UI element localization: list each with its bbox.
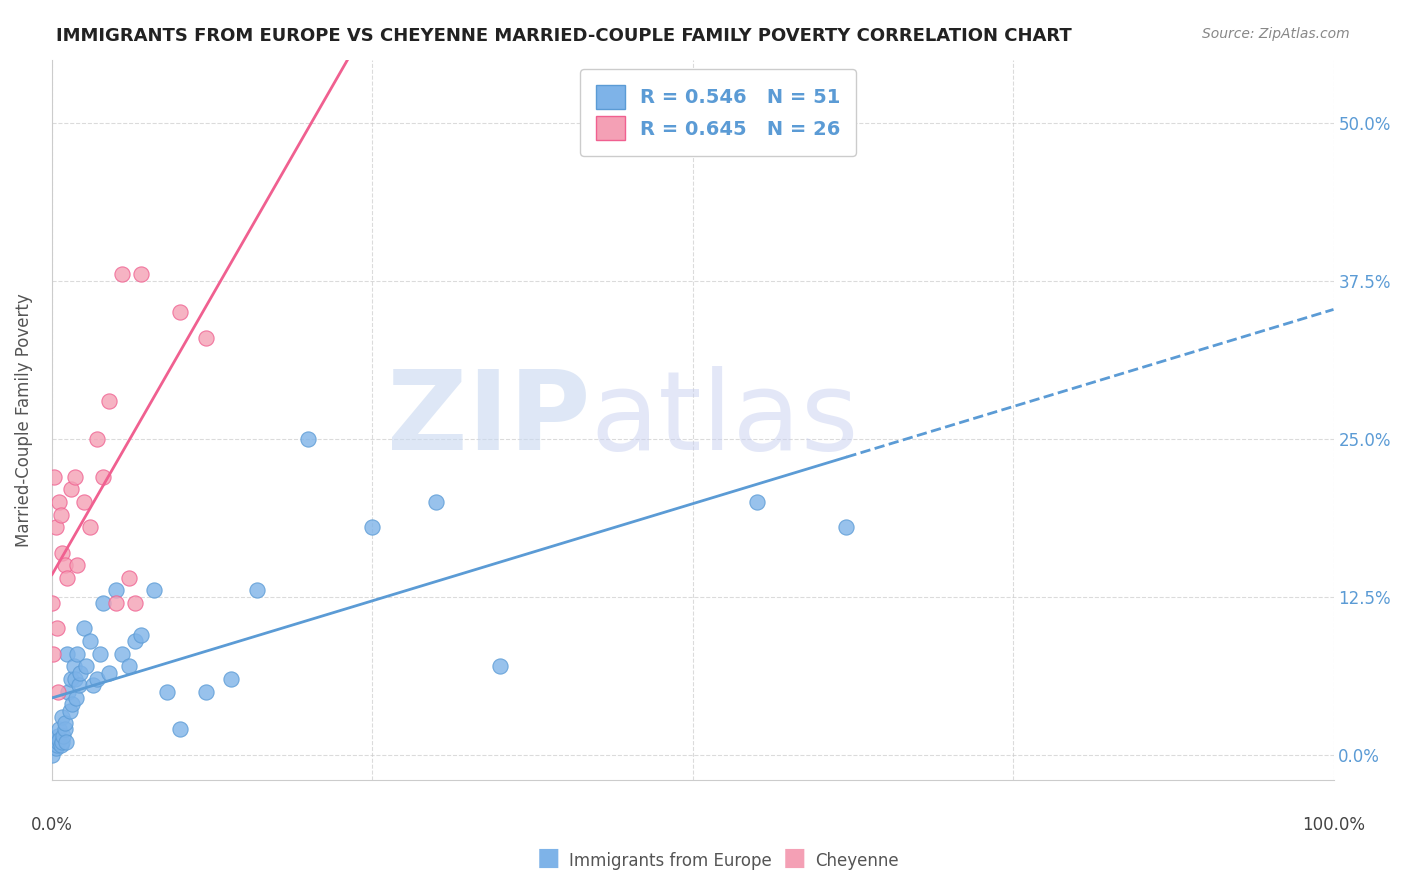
Text: 100.0%: 100.0% bbox=[1302, 816, 1365, 834]
Point bbox=[297, 432, 319, 446]
Point bbox=[73, 495, 96, 509]
Point bbox=[62, 659, 84, 673]
Text: atlas: atlas bbox=[591, 367, 859, 474]
Point bbox=[46, 684, 69, 698]
Point bbox=[48, 495, 70, 509]
Point bbox=[51, 735, 73, 749]
Point bbox=[56, 571, 79, 585]
Point bbox=[79, 634, 101, 648]
Point bbox=[124, 596, 146, 610]
Point bbox=[143, 583, 166, 598]
Point bbox=[56, 647, 79, 661]
Point bbox=[98, 665, 121, 680]
Point bbox=[41, 747, 63, 762]
Point bbox=[58, 684, 80, 698]
Point bbox=[124, 634, 146, 648]
Point bbox=[111, 268, 134, 282]
Point bbox=[49, 508, 72, 522]
Point bbox=[46, 735, 69, 749]
Point bbox=[194, 331, 217, 345]
Y-axis label: Married-Couple Family Poverty: Married-Couple Family Poverty bbox=[15, 293, 32, 547]
Point bbox=[46, 729, 69, 743]
Point bbox=[361, 520, 384, 534]
Point bbox=[131, 268, 153, 282]
Point bbox=[73, 621, 96, 635]
Point bbox=[45, 741, 67, 756]
Point bbox=[104, 583, 127, 598]
Point bbox=[59, 704, 82, 718]
Point bbox=[48, 732, 70, 747]
Point bbox=[111, 647, 134, 661]
Point bbox=[489, 659, 512, 673]
Point bbox=[89, 647, 111, 661]
Point bbox=[52, 729, 75, 743]
Point bbox=[59, 672, 82, 686]
Point bbox=[156, 684, 179, 698]
Point bbox=[835, 520, 858, 534]
Point bbox=[51, 545, 73, 559]
Text: IMMIGRANTS FROM EUROPE VS CHEYENNE MARRIED-COUPLE FAMILY POVERTY CORRELATION CHA: IMMIGRANTS FROM EUROPE VS CHEYENNE MARRI… bbox=[56, 27, 1071, 45]
Point bbox=[246, 583, 269, 598]
Point bbox=[131, 628, 153, 642]
Point bbox=[49, 738, 72, 752]
Text: Source: ZipAtlas.com: Source: ZipAtlas.com bbox=[1202, 27, 1350, 41]
Point bbox=[41, 596, 63, 610]
Point bbox=[82, 678, 104, 692]
Point bbox=[79, 520, 101, 534]
Text: Immigrants from Europe: Immigrants from Europe bbox=[569, 852, 772, 870]
Text: Cheyenne: Cheyenne bbox=[815, 852, 898, 870]
Point bbox=[86, 432, 108, 446]
Point bbox=[63, 469, 86, 483]
Point bbox=[219, 672, 242, 686]
Text: ■: ■ bbox=[783, 846, 806, 870]
Point bbox=[169, 723, 191, 737]
Point bbox=[118, 659, 141, 673]
Text: ■: ■ bbox=[537, 846, 560, 870]
Point bbox=[91, 596, 114, 610]
Point bbox=[45, 621, 67, 635]
Legend: R = 0.546   N = 51, R = 0.645   N = 26: R = 0.546 N = 51, R = 0.645 N = 26 bbox=[581, 70, 856, 156]
Point bbox=[67, 678, 90, 692]
Point bbox=[44, 735, 66, 749]
Point bbox=[118, 571, 141, 585]
Point bbox=[63, 672, 86, 686]
Point bbox=[51, 710, 73, 724]
Point bbox=[98, 393, 121, 408]
Point bbox=[86, 672, 108, 686]
Point bbox=[53, 558, 76, 573]
Point bbox=[66, 647, 89, 661]
Point bbox=[745, 495, 768, 509]
Point bbox=[91, 469, 114, 483]
Point bbox=[55, 735, 77, 749]
Point bbox=[44, 469, 66, 483]
Point bbox=[60, 697, 83, 711]
Point bbox=[59, 483, 82, 497]
Point bbox=[169, 305, 191, 319]
Point bbox=[66, 558, 89, 573]
Point bbox=[45, 738, 67, 752]
Point bbox=[194, 684, 217, 698]
Point bbox=[75, 659, 97, 673]
Text: ZIP: ZIP bbox=[387, 367, 591, 474]
Point bbox=[53, 723, 76, 737]
Point bbox=[45, 520, 67, 534]
Point bbox=[69, 665, 91, 680]
Point bbox=[104, 596, 127, 610]
Point bbox=[48, 723, 70, 737]
Point bbox=[425, 495, 447, 509]
Point bbox=[65, 690, 87, 705]
Point bbox=[53, 716, 76, 731]
Text: 0.0%: 0.0% bbox=[31, 816, 73, 834]
Point bbox=[42, 647, 65, 661]
